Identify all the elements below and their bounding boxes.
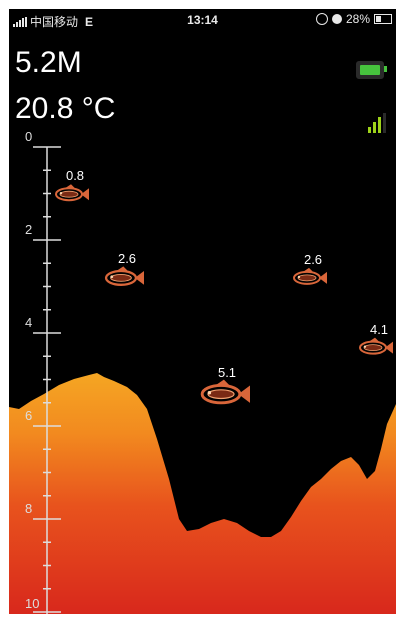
signal-strength-icon — [368, 113, 386, 133]
sonar-display — [9, 146, 396, 614]
fish-icon — [55, 184, 89, 202]
network-type: E — [85, 14, 94, 29]
depth-axis — [33, 146, 61, 614]
depth-readout: 5.2M — [15, 46, 82, 79]
fish-depth-label: 4.1 — [369, 321, 389, 337]
clock: 13:14 — [187, 13, 218, 27]
status-bar: 中国移动 E 13:14 28% — [9, 9, 396, 31]
fish-icon — [293, 267, 327, 285]
battery-charging-icon — [356, 61, 387, 79]
fish-icon — [104, 266, 144, 286]
fish-depth-label: 2.6 — [303, 251, 323, 267]
fish-markers — [55, 184, 393, 405]
rotation-lock-icon — [315, 13, 328, 25]
carrier-name: 中国移动 — [30, 15, 79, 29]
fish-icon — [359, 337, 393, 355]
cell-signal-icon — [13, 16, 27, 27]
temperature-readout: 20.8 °C — [15, 92, 116, 125]
depth-axis-label: 6 — [25, 408, 33, 423]
fish-depth-label: 0.8 — [65, 168, 85, 184]
fish-finder-screen: 中国移动 E 13:14 28% 5.2M 20.8 °C 0 2 4 6 8 10 0.… — [9, 9, 396, 614]
depth-axis-label: 10 — [25, 596, 40, 611]
depth-axis-label: 4 — [25, 315, 33, 330]
battery-percent: 28% — [345, 12, 370, 26]
seabed-profile — [9, 373, 396, 614]
depth-axis-label: 2 — [25, 222, 33, 237]
fish-depth-label: 2.6 — [117, 251, 137, 266]
alarm-icon — [331, 14, 342, 24]
depth-axis-label: 0 — [25, 129, 33, 144]
depth-axis-label: 8 — [25, 501, 33, 516]
carrier-info: 中国移动 E — [13, 13, 93, 30]
fish-depth-label: 5.1 — [217, 365, 237, 381]
phone-battery-icon — [374, 14, 392, 24]
fish-icon — [200, 379, 250, 405]
status-right: 28% — [315, 12, 392, 26]
